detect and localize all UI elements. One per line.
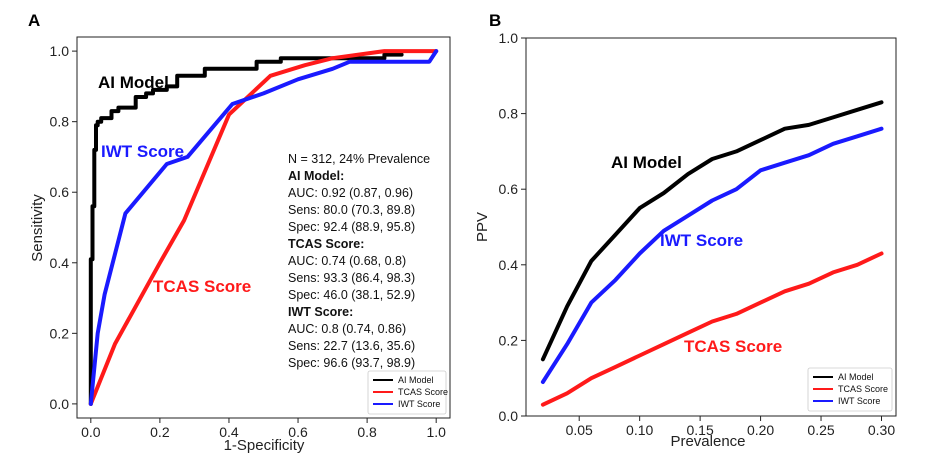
stats-group-title: AI Model: — [288, 169, 344, 183]
x-tick-label: 0.25 — [807, 422, 834, 438]
plot-frame-b — [525, 37, 897, 417]
stats-line: Sens: 80.0 (70.3, 89.8) — [288, 203, 415, 217]
stats-group-title: TCAS Score: — [288, 237, 364, 251]
stats-line: AUC: 0.8 (0.74, 0.86) — [288, 322, 406, 336]
series-lines-a — [88, 49, 439, 406]
legend-a: AI Model TCAS Score IWT Score — [367, 370, 448, 415]
y-tick-label: 0.2 — [499, 332, 519, 348]
series-line-ai-model — [88, 52, 404, 406]
stats-line: AUC: 0.74 (0.68, 0.8) — [288, 254, 406, 268]
legend-label-iwt-score: IWT Score — [398, 399, 440, 409]
legend-label-tcas-score: TCAS Score — [838, 384, 888, 394]
x-tick-label: 1.0 — [426, 424, 446, 440]
x-tick-label: 0.4 — [219, 424, 239, 440]
y-axis-label-b: PPV — [474, 212, 491, 242]
y-ticks-a: 0.0 0.2 0.4 0.6 0.8 1.0 — [50, 43, 77, 412]
x-tick-label: 0.8 — [357, 424, 377, 440]
stats-line: Spec: 96.6 (93.7, 98.9) — [288, 356, 415, 370]
x-tick-label: 0.20 — [747, 422, 774, 438]
x-axis-label-a: 1-Specificity — [224, 437, 305, 454]
x-axis-label-b: Prevalence — [670, 433, 745, 450]
series-line-tcas-score — [540, 251, 884, 407]
y-tick-label: 0.6 — [50, 184, 70, 200]
legend-label-ai-model: AI Model — [398, 375, 434, 385]
y-tick-label: 0.2 — [50, 325, 70, 341]
x-tick-label: 0.15 — [686, 422, 713, 438]
y-tick-label: 0.0 — [499, 408, 519, 424]
annotation-tcas-score-a: TCAS Score — [153, 277, 251, 296]
stats-line: Sens: 93.3 (86.4, 98.3) — [288, 271, 415, 285]
annotation-iwt-score-b: IWT Score — [660, 231, 743, 250]
panel-letter-a: A — [28, 11, 40, 30]
y-axis-label-a: Sensitivity — [29, 194, 46, 262]
y-tick-label: 0.0 — [50, 396, 70, 412]
x-ticks-b: 0.05 0.10 0.15 0.20 0.25 0.30 — [566, 416, 895, 438]
stats-line: Sens: 22.7 (13.6, 35.6) — [288, 339, 415, 353]
annotation-tcas-score-b: TCAS Score — [684, 337, 782, 356]
x-ticks-a: 0.0 0.2 0.4 0.6 0.8 1.0 — [81, 418, 446, 440]
y-tick-label: 0.4 — [50, 255, 70, 271]
series-line-ai-model — [540, 100, 884, 362]
legend-b: AI Model TCAS Score IWT Score — [807, 367, 893, 412]
y-tick-label: 1.0 — [499, 30, 519, 46]
stats-box: N = 312, 24% Prevalence AI Model: AUC: 0… — [288, 152, 430, 370]
y-tick-label: 0.8 — [499, 106, 519, 122]
panel-letter-b: B — [489, 11, 501, 30]
y-tick-label: 0.4 — [499, 257, 519, 273]
stats-line: Spec: 92.4 (88.9, 95.8) — [288, 220, 415, 234]
x-tick-label: 0.05 — [566, 422, 593, 438]
legend-label-tcas-score: TCAS Score — [398, 387, 448, 397]
stats-line: Spec: 46.0 (38.1, 52.9) — [288, 288, 415, 302]
series-line-iwt-score — [540, 126, 884, 384]
x-tick-label: 0.10 — [626, 422, 653, 438]
x-tick-label: 0.30 — [868, 422, 895, 438]
annotation-iwt-score-a: IWT Score — [101, 142, 184, 161]
legend-label-ai-model: AI Model — [838, 372, 874, 382]
x-tick-label: 0.6 — [288, 424, 308, 440]
x-tick-label: 0.0 — [81, 424, 101, 440]
legend-label-iwt-score: IWT Score — [838, 396, 880, 406]
stats-group-title: IWT Score: — [288, 305, 353, 319]
panel-a: A 0.0 0.2 0.4 0.6 0.8 1.0 0.00.20.40.60.81.0 … — [28, 11, 451, 454]
y-tick-label: 0.8 — [50, 114, 70, 130]
y-tick-label: 1.0 — [50, 43, 70, 59]
plot-frame-a — [76, 36, 451, 419]
series-line-iwt-score — [88, 49, 439, 406]
annotation-ai-model-a: AI Model — [98, 73, 169, 92]
annotation-ai-model-b: AI Model — [611, 153, 682, 172]
series-line-tcas-score — [88, 49, 439, 406]
stats-line: AUC: 0.92 (0.87, 0.96) — [288, 186, 413, 200]
x-tick-label: 0.2 — [150, 424, 170, 440]
panel-b: B 0.05 0.10 0.15 0.20 0.25 0.30 0.00.20.40.60… — [474, 11, 897, 450]
series-lines-b — [540, 100, 884, 407]
stats-header: N = 312, 24% Prevalence — [288, 152, 430, 166]
y-ticks-b: 0.0 0.2 0.4 0.6 0.8 1.0 — [499, 30, 526, 424]
y-tick-label: 0.6 — [499, 181, 519, 197]
